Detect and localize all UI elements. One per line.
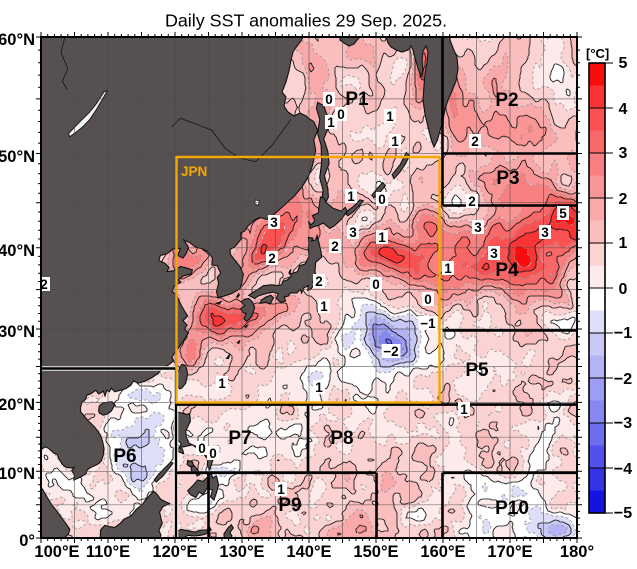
svg-text:−2: −2: [383, 344, 398, 359]
svg-text:[°C]: [°C]: [586, 46, 609, 61]
svg-text:3: 3: [490, 246, 498, 261]
svg-text:2: 2: [268, 251, 276, 266]
svg-text:130°E: 130°E: [219, 543, 264, 561]
svg-text:−4: −4: [614, 461, 632, 478]
svg-text:30°N: 30°N: [0, 323, 35, 341]
svg-text:5: 5: [619, 55, 628, 72]
svg-text:−1: −1: [614, 325, 632, 342]
svg-text:140°E: 140°E: [286, 543, 331, 561]
svg-text:P5: P5: [465, 360, 489, 381]
svg-text:JPN: JPN: [181, 164, 207, 179]
svg-text:1: 1: [460, 402, 468, 417]
svg-text:1: 1: [619, 235, 628, 252]
svg-text:0: 0: [198, 441, 206, 456]
svg-text:P2: P2: [495, 90, 518, 111]
svg-text:1: 1: [277, 482, 285, 497]
svg-text:40°N: 40°N: [0, 242, 35, 260]
svg-text:P4: P4: [495, 260, 519, 281]
svg-text:150°E: 150°E: [353, 543, 398, 561]
svg-text:P6: P6: [113, 446, 136, 467]
svg-text:P1: P1: [345, 89, 369, 110]
svg-text:P3: P3: [496, 168, 519, 189]
svg-text:100°E: 100°E: [34, 543, 79, 561]
svg-text:1: 1: [218, 376, 226, 391]
svg-text:0: 0: [372, 277, 380, 292]
svg-text:3: 3: [541, 225, 549, 240]
svg-text:20°N: 20°N: [0, 396, 35, 414]
svg-text:10°N: 10°N: [0, 465, 35, 483]
svg-text:3: 3: [474, 220, 482, 235]
svg-text:180°: 180°: [560, 543, 594, 561]
svg-text:0: 0: [325, 92, 333, 107]
svg-text:0: 0: [424, 292, 432, 307]
svg-text:0: 0: [209, 446, 217, 461]
svg-text:2: 2: [619, 191, 628, 208]
svg-text:5: 5: [559, 206, 567, 221]
svg-text:−5: −5: [614, 505, 632, 522]
svg-text:0: 0: [378, 192, 386, 207]
svg-text:3: 3: [619, 145, 628, 162]
svg-text:1: 1: [444, 261, 452, 276]
svg-text:Daily SST anomalies 29 Sep. 20: Daily SST anomalies 29 Sep. 2025.: [165, 11, 447, 31]
svg-text:1: 1: [386, 109, 394, 124]
svg-text:2: 2: [315, 274, 323, 289]
svg-text:1: 1: [347, 189, 355, 204]
svg-text:1: 1: [378, 230, 386, 245]
svg-text:4: 4: [619, 101, 628, 118]
svg-text:P8: P8: [330, 428, 353, 449]
svg-text:−1: −1: [420, 316, 436, 331]
svg-text:110°E: 110°E: [86, 543, 130, 561]
svg-text:−2: −2: [614, 371, 632, 388]
svg-text:P10: P10: [495, 498, 529, 519]
svg-text:−3: −3: [614, 415, 632, 432]
svg-text:120°E: 120°E: [152, 543, 197, 561]
svg-text:160°E: 160°E: [420, 543, 465, 561]
svg-text:0: 0: [619, 281, 628, 298]
svg-text:170°E: 170°E: [487, 543, 532, 561]
svg-text:P9: P9: [278, 495, 301, 516]
svg-text:1: 1: [315, 380, 323, 395]
svg-text:50°N: 50°N: [0, 148, 35, 166]
svg-text:1: 1: [320, 299, 328, 314]
svg-text:1: 1: [327, 115, 335, 130]
svg-text:3: 3: [349, 225, 357, 240]
svg-text:0: 0: [337, 107, 345, 122]
svg-text:P7: P7: [228, 428, 251, 449]
svg-text:0°: 0°: [19, 532, 35, 550]
svg-text:2: 2: [331, 239, 339, 254]
svg-text:60°N: 60°N: [0, 31, 35, 49]
svg-text:2: 2: [471, 134, 479, 149]
svg-text:3: 3: [270, 215, 278, 230]
svg-text:2: 2: [40, 277, 48, 292]
svg-text:2: 2: [468, 194, 476, 209]
svg-text:1: 1: [391, 134, 399, 149]
